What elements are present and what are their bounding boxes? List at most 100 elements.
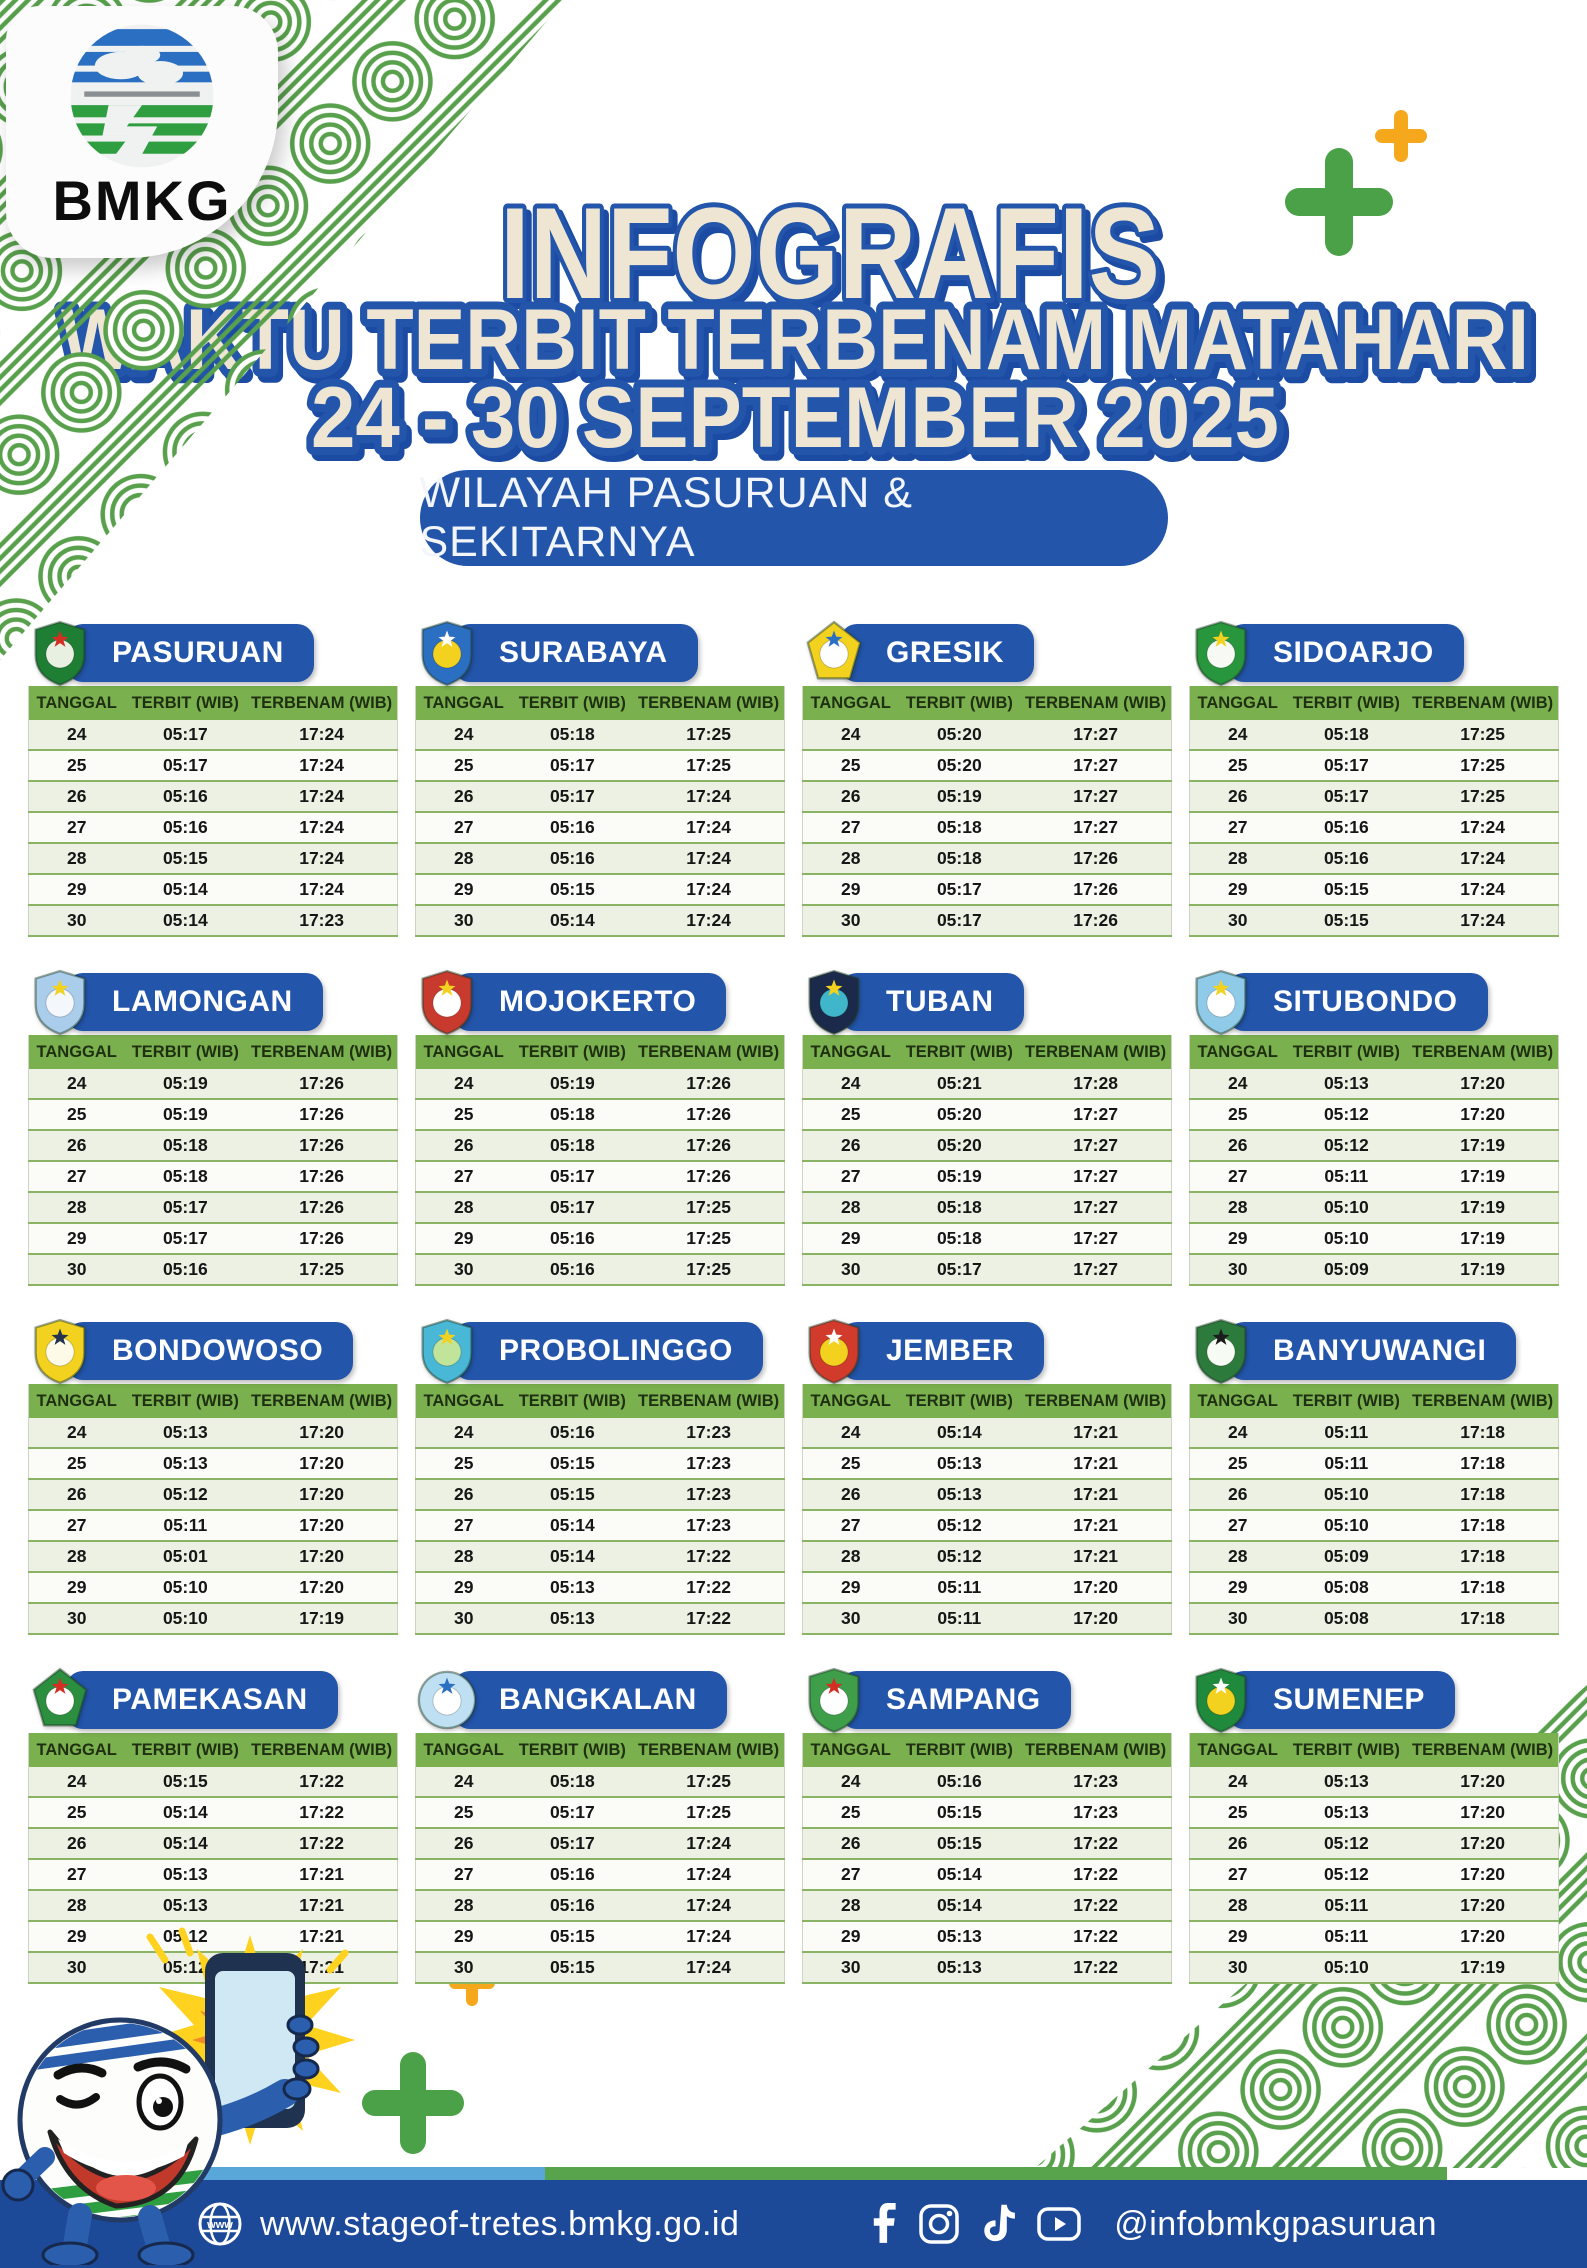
- sunset-cell: 17:20: [246, 1510, 398, 1542]
- sunrise-cell: 05:16: [511, 1418, 634, 1449]
- date-cell: 29: [802, 1223, 899, 1255]
- city-badge-pasuruan: PASURUAN: [66, 624, 314, 682]
- table-row: 24 05:18 17:25: [415, 720, 785, 751]
- sunset-cell: 17:20: [1407, 1069, 1559, 1100]
- date-cell: 30: [802, 1254, 899, 1286]
- sampang-crest-icon: [808, 1667, 860, 1734]
- sunrise-cell: 05:12: [898, 1541, 1021, 1573]
- table-row: 26 05:17 17:25: [1189, 781, 1559, 813]
- table-row: 26 05:13 17:21: [802, 1479, 1172, 1511]
- table-row: 28 05:15 17:24: [28, 843, 398, 875]
- facebook-icon[interactable]: [870, 2203, 900, 2245]
- sunset-cell: 17:22: [246, 1828, 398, 1860]
- column-header: TERBIT (WIB): [124, 1733, 247, 1767]
- sunrise-cell: 05:15: [124, 1767, 247, 1798]
- social-handle[interactable]: @infobmkgpasuruan: [1114, 2204, 1437, 2243]
- sunset-cell: 17:24: [246, 874, 398, 906]
- sunrise-cell: 05:18: [898, 843, 1021, 875]
- sunset-cell: 17:27: [1020, 750, 1172, 782]
- table-row: 25 05:17 17:25: [1189, 750, 1559, 782]
- date-cell: 25: [415, 1099, 512, 1131]
- tiktok-icon[interactable]: [978, 2202, 1018, 2246]
- table-row: 24 05:17 17:24: [28, 720, 398, 751]
- website-url[interactable]: www.stageof-tretes.bmkg.go.id: [260, 2204, 740, 2243]
- date-cell: 29: [28, 1223, 125, 1255]
- city-name: PROBOLINGGO: [499, 1334, 733, 1367]
- sunrise-cell: 05:15: [898, 1797, 1021, 1829]
- sunrise-cell: 05:13: [898, 1952, 1021, 1984]
- sunset-cell: 17:24: [1407, 843, 1559, 875]
- table-row: 27 05:10 17:18: [1189, 1510, 1559, 1542]
- sunset-cell: 17:21: [246, 1859, 398, 1891]
- sunrise-cell: 05:13: [124, 1890, 247, 1922]
- sunset-cell: 17:22: [1020, 1859, 1172, 1891]
- sunrise-cell: 05:20: [898, 1099, 1021, 1131]
- column-header: TERBIT (WIB): [1285, 1733, 1408, 1767]
- column-header: TERBENAM (WIB): [246, 1384, 398, 1418]
- sunrise-cell: 05:16: [898, 1767, 1021, 1798]
- sunset-cell: 17:25: [633, 1254, 785, 1286]
- city-card-banyuwangi: BANYUWANGI TANGGAL TERBIT (WIB) TERBENAM (…: [1189, 1318, 1559, 1635]
- situbondo-crest-icon: [1195, 969, 1247, 1036]
- date-cell: 28: [415, 1192, 512, 1224]
- sunrise-cell: 05:16: [511, 812, 634, 844]
- date-cell: 25: [1189, 1099, 1286, 1131]
- sunset-cell: 17:27: [1020, 1192, 1172, 1224]
- sunset-cell: 17:26: [633, 1130, 785, 1162]
- date-cell: 25: [415, 1797, 512, 1829]
- sunrise-cell: 05:16: [124, 781, 247, 813]
- sunrise-cell: 05:17: [511, 1192, 634, 1224]
- instagram-icon[interactable]: [918, 2203, 960, 2245]
- date-cell: 26: [1189, 1130, 1286, 1162]
- sunrise-cell: 05:16: [124, 812, 247, 844]
- table-row: 30 05:17 17:26: [802, 905, 1172, 937]
- table-row: 30 05:17 17:27: [802, 1254, 1172, 1286]
- table-row: 28 05:16 17:24: [415, 1890, 785, 1922]
- sunset-cell: 17:25: [633, 1767, 785, 1798]
- sunset-cell: 17:18: [1407, 1479, 1559, 1511]
- table-row: 29 05:15 17:24: [1189, 874, 1559, 906]
- date-cell: 28: [415, 843, 512, 875]
- sunset-cell: 17:19: [1407, 1130, 1559, 1162]
- date-cell: 24: [802, 1418, 899, 1449]
- date-cell: 30: [802, 1952, 899, 1984]
- date-cell: 29: [802, 874, 899, 906]
- column-header: TERBENAM (WIB): [1407, 1733, 1559, 1767]
- city-card-sumenep: SUMENEP TANGGAL TERBIT (WIB) TERBENAM (WIB…: [1189, 1667, 1559, 1984]
- table-row: 24 05:21 17:28: [802, 1069, 1172, 1100]
- city-card-pasuruan: PASURUAN TANGGAL TERBIT (WIB) TERBENAM (WI…: [28, 620, 398, 937]
- youtube-icon[interactable]: [1036, 2204, 1082, 2244]
- city-name: BANGKALAN: [499, 1683, 697, 1716]
- sunrise-cell: 05:14: [898, 1418, 1021, 1449]
- date-cell: 24: [28, 1418, 125, 1449]
- city-name: SURABAYA: [499, 636, 668, 669]
- table-row: 26 05:15 17:23: [415, 1479, 785, 1511]
- sunrise-cell: 05:17: [898, 905, 1021, 937]
- table-row: 29 05:16 17:25: [415, 1223, 785, 1255]
- column-header: TERBENAM (WIB): [1407, 1035, 1559, 1069]
- sunrise-cell: 05:14: [898, 1859, 1021, 1891]
- sunrise-cell: 05:18: [511, 1099, 634, 1131]
- date-cell: 29: [1189, 1572, 1286, 1604]
- sunset-cell: 17:20: [1407, 1099, 1559, 1131]
- date-cell: 25: [28, 1448, 125, 1480]
- sunset-cell: 17:20: [246, 1572, 398, 1604]
- table-row: 29 05:10 17:20: [28, 1572, 398, 1604]
- website-link[interactable]: www www.stageof-tretes.bmkg.go.id: [196, 2200, 739, 2248]
- date-cell: 28: [415, 1890, 512, 1922]
- sunset-cell: 17:24: [246, 781, 398, 813]
- sunset-cell: 17:24: [633, 1890, 785, 1922]
- city-badge-bondowoso: BONDOWOSO: [66, 1322, 354, 1380]
- date-cell: 29: [1189, 874, 1286, 906]
- table-row: 30 05:14 17:23: [28, 905, 398, 937]
- city-card-jember: JEMBER TANGGAL TERBIT (WIB) TERBENAM (WIB)…: [802, 1318, 1172, 1635]
- sun-times-table: TANGGAL TERBIT (WIB) TERBENAM (WIB) 24 05:1…: [415, 1035, 785, 1286]
- date-cell: 27: [415, 1510, 512, 1542]
- sun-times-table: TANGGAL TERBIT (WIB) TERBENAM (WIB) 24 05:2…: [802, 686, 1172, 937]
- footer-accent-strip-green: [545, 2167, 1447, 2180]
- table-header-row: TANGGAL TERBIT (WIB) TERBENAM (WIB): [415, 1384, 785, 1418]
- sunrise-cell: 05:12: [898, 1510, 1021, 1542]
- date-cell: 29: [28, 1572, 125, 1604]
- sun-times-table: TANGGAL TERBIT (WIB) TERBENAM (WIB) 24 05:1…: [415, 1733, 785, 1984]
- sunrise-cell: 05:08: [1285, 1603, 1408, 1635]
